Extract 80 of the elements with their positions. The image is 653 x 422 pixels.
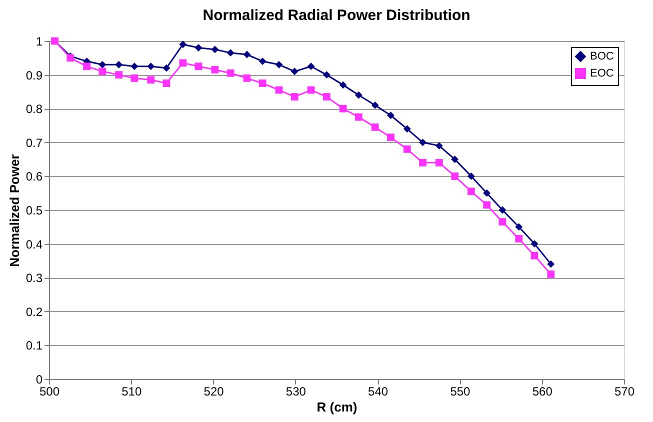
point bbox=[387, 112, 394, 120]
x-tick-label: 520 bbox=[204, 384, 224, 398]
point bbox=[322, 71, 330, 79]
point bbox=[419, 138, 426, 146]
y-tick-label: 1 bbox=[36, 34, 43, 48]
x-tick-label: 530 bbox=[286, 384, 306, 398]
point bbox=[354, 91, 362, 99]
point bbox=[258, 80, 266, 87]
point bbox=[147, 76, 155, 84]
point bbox=[147, 62, 155, 70]
point bbox=[98, 68, 106, 76]
y-tick-label: 0.7 bbox=[26, 136, 43, 150]
point bbox=[419, 158, 426, 166]
point bbox=[98, 60, 106, 68]
point bbox=[354, 113, 362, 121]
point bbox=[83, 62, 90, 70]
point bbox=[498, 218, 506, 226]
point bbox=[115, 60, 123, 68]
point bbox=[387, 134, 394, 142]
point bbox=[530, 240, 538, 248]
legend-label: EOC bbox=[590, 68, 614, 80]
point bbox=[290, 68, 298, 76]
point bbox=[275, 60, 283, 68]
point bbox=[515, 235, 523, 242]
point bbox=[162, 64, 170, 72]
point bbox=[290, 93, 298, 100]
point bbox=[226, 49, 234, 57]
x-axis-title: R (cm) bbox=[316, 400, 358, 414]
point bbox=[258, 58, 266, 65]
point bbox=[371, 123, 379, 131]
x-tick-label: 570 bbox=[614, 384, 635, 398]
point bbox=[130, 62, 138, 70]
point bbox=[226, 69, 234, 77]
y-tick-label: 0.4 bbox=[26, 237, 43, 252]
y-tick-label: 0.9 bbox=[26, 68, 43, 82]
x-tick-label: 550 bbox=[450, 384, 471, 398]
point bbox=[322, 93, 330, 100]
point bbox=[435, 142, 443, 150]
point bbox=[243, 50, 251, 58]
point bbox=[547, 260, 555, 268]
point bbox=[179, 59, 187, 67]
y-tick-label: 0.5 bbox=[26, 204, 43, 218]
point bbox=[483, 189, 491, 197]
x-tick-label: 510 bbox=[122, 384, 142, 398]
point bbox=[179, 40, 187, 48]
point bbox=[435, 158, 443, 166]
y-tick-label: 0.8 bbox=[26, 102, 43, 116]
point bbox=[162, 80, 170, 87]
point bbox=[451, 156, 458, 164]
x-tick-label: 500 bbox=[39, 384, 60, 398]
x-tick-label: 560 bbox=[532, 384, 553, 398]
point bbox=[307, 62, 315, 70]
point bbox=[211, 46, 219, 54]
point bbox=[468, 172, 475, 180]
y-tick-label: 0.6 bbox=[26, 170, 43, 184]
point bbox=[483, 201, 491, 209]
point bbox=[498, 206, 506, 214]
point bbox=[130, 74, 138, 82]
y-tick-label: 0.2 bbox=[26, 304, 43, 319]
point bbox=[547, 270, 555, 278]
point bbox=[339, 104, 347, 112]
point bbox=[515, 223, 523, 231]
point bbox=[243, 74, 251, 82]
y-axis-title: Normalized Power bbox=[6, 154, 22, 267]
y-tick-label: 0.3 bbox=[26, 271, 43, 286]
point bbox=[468, 188, 475, 196]
point bbox=[451, 172, 458, 180]
y-tick-label: 0.1 bbox=[26, 338, 43, 353]
point bbox=[194, 62, 202, 70]
point bbox=[115, 71, 123, 79]
point bbox=[403, 125, 411, 133]
point bbox=[371, 102, 379, 109]
point bbox=[530, 252, 538, 260]
point bbox=[403, 145, 411, 153]
point bbox=[339, 81, 347, 89]
x-tick-label: 540 bbox=[368, 384, 388, 398]
point bbox=[211, 66, 219, 74]
chart-title: Normalized Radial Power Distribution bbox=[202, 7, 470, 24]
y-tick-label: 0 bbox=[36, 372, 43, 386]
legend-label: BOC bbox=[590, 50, 614, 62]
